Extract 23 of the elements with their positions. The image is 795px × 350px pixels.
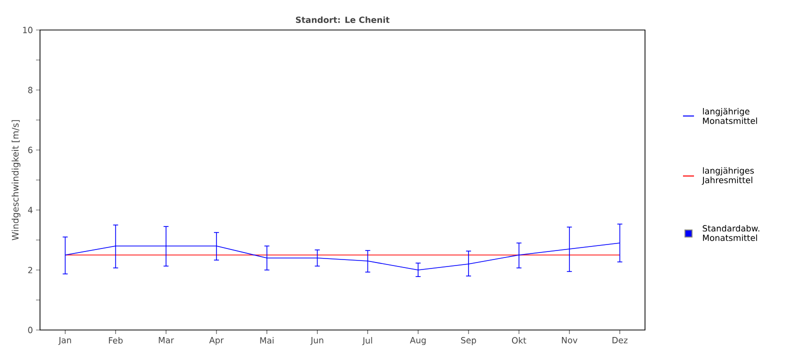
x-tick-label: Dez <box>612 337 628 344</box>
legend-label: langjährige Monatsmittel <box>703 108 757 124</box>
x-tick-label: Sep <box>461 337 476 346</box>
y-tick-label: 0 <box>28 326 32 334</box>
x-tick-label: Mai <box>260 337 274 344</box>
y-tick-label: 6 <box>28 146 32 154</box>
y-axis-title: Windgeschwindigkeit [m/s] <box>12 120 20 240</box>
x-tick-label: Jun <box>310 337 324 345</box>
x-tick-label: Mar <box>158 337 174 344</box>
x-tick-label: Okt <box>512 337 526 344</box>
y-tick-label: 8 <box>28 86 32 94</box>
y-tick-label: 10 <box>23 26 32 34</box>
x-tick-label: Apr <box>209 337 224 345</box>
chart-title: Standort: Le Chenit <box>296 16 390 23</box>
x-tick-label: Aug <box>410 337 426 345</box>
x-tick-label: Jul <box>362 337 372 346</box>
x-tick-label: Jan <box>58 337 72 345</box>
x-tick-label: Nov <box>562 337 578 344</box>
y-tick-label: 4 <box>28 206 32 214</box>
x-tick-label: Feb <box>108 337 123 344</box>
text: Standardabw. Monatsmittel <box>702 224 760 242</box>
legend-label: langjähriges Jahresmittel <box>702 167 754 185</box>
y-tick-label: 2 <box>28 266 32 274</box>
